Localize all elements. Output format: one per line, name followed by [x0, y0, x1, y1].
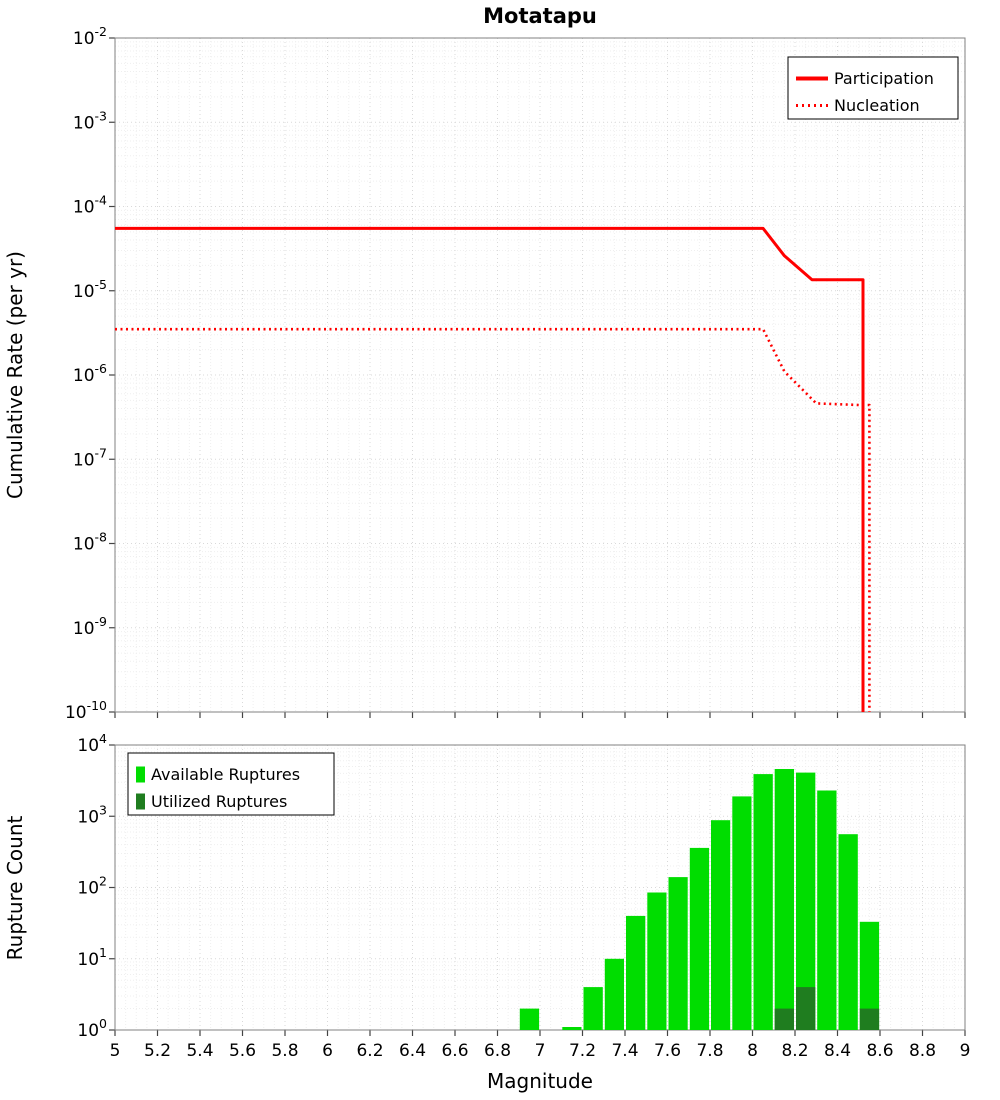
bar-available-ruptures	[711, 820, 731, 1030]
bar-available-ruptures	[817, 790, 837, 1030]
x-tick-label: 6.8	[484, 1041, 511, 1061]
bar-available-ruptures	[753, 774, 773, 1030]
y-tick-label: 10-10	[65, 698, 107, 723]
y-tick-label: 101	[77, 945, 107, 970]
plot-panels: 10-10 10-9 10-8 10-7 10-6 10-5 10-4 10-3 10-2 Par…	[65, 24, 970, 1061]
bar-available-ruptures	[604, 958, 624, 1030]
x-tick-label: 8.2	[781, 1041, 808, 1061]
x-tick-label: 5	[110, 1041, 121, 1061]
y-tick-label: 10-9	[73, 614, 107, 639]
line-nucleation	[115, 327, 871, 712]
x-tick-label: 7.6	[654, 1041, 681, 1061]
y-tick-label: 103	[77, 802, 107, 827]
bar-available-ruptures	[774, 769, 794, 1030]
x-tick-label: 8.6	[866, 1041, 893, 1061]
chart-title: Motatapu	[483, 4, 597, 28]
bar-available-ruptures	[562, 1027, 582, 1030]
x-tick-label: 5.6	[229, 1041, 256, 1061]
bar-available-ruptures	[668, 877, 688, 1030]
bar-available-ruptures	[626, 915, 646, 1030]
bar-available-ruptures	[519, 1008, 540, 1030]
bar-utilized-ruptures	[859, 1008, 880, 1030]
chart-panel-0: 10-10 10-9 10-8 10-7 10-6 10-5 10-4 10-3 10-2 Par…	[65, 24, 966, 723]
bar-available-ruptures	[859, 921, 880, 1030]
line-participation	[115, 226, 865, 712]
plot-border	[114, 37, 966, 713]
y-axis-label-cumulative-rate: Cumulative Rate (per yr)	[3, 251, 27, 499]
y-tick-label: 10-4	[73, 193, 107, 218]
legend-box	[787, 56, 959, 120]
legend-label-participation: Participation	[834, 69, 934, 88]
bar-available-ruptures	[732, 796, 752, 1030]
x-tick-label: 7.2	[569, 1041, 596, 1061]
y-tick-label: 104	[77, 731, 107, 756]
y-tick-label: 10-6	[73, 361, 107, 386]
y-tick-label: 10-3	[73, 108, 107, 133]
bar-available-ruptures	[647, 892, 667, 1030]
bar-available-ruptures	[583, 987, 603, 1030]
x-tick-label: 6.6	[441, 1041, 468, 1061]
x-tick-label: 5.2	[144, 1041, 171, 1061]
x-tick-label: 7	[535, 1041, 546, 1061]
bar-utilized-ruptures	[796, 987, 816, 1030]
y-tick-label: 102	[77, 874, 107, 899]
x-tick-label: 8	[747, 1041, 758, 1061]
legend-1: Available Ruptures Utilized Ruptures	[127, 752, 335, 816]
x-tick-label: 5.8	[271, 1041, 298, 1061]
plot-border	[114, 744, 966, 1031]
x-tick-label: 7.4	[611, 1041, 638, 1061]
x-tick-label: 7.8	[696, 1041, 723, 1061]
y-tick-label: 10-5	[73, 277, 107, 302]
x-tick-label: 8.8	[909, 1041, 936, 1061]
bar-utilized-ruptures	[774, 1008, 794, 1030]
legend-label-nucleation: Nucleation	[834, 96, 920, 115]
y-tick-label: 10-2	[73, 24, 107, 49]
legend-0: Participation Nucleation	[787, 56, 959, 120]
x-tick-label: 8.4	[824, 1041, 851, 1061]
series-group	[519, 769, 880, 1030]
bar-available-ruptures	[689, 847, 710, 1030]
legend-marker-available-ruptures	[136, 766, 145, 783]
legend-marker-utilized-ruptures	[136, 793, 145, 810]
y-tick-label: 10-8	[73, 530, 107, 555]
series-group	[115, 226, 871, 712]
x-tick-label: 6.2	[356, 1041, 383, 1061]
legend-label-available-ruptures: Available Ruptures	[151, 765, 300, 784]
y-tick-label: 10-7	[73, 445, 107, 470]
chart-panel-1: 5 5.2 5.4 5.6 5.8 6 6.2 6.4 6.6 6.8 7 7.2 7.4 7.6 7.8 8…	[77, 731, 970, 1061]
bar-available-ruptures	[796, 772, 816, 1030]
x-axis-label-magnitude: Magnitude	[487, 1069, 593, 1093]
legend-label-utilized-ruptures: Utilized Ruptures	[151, 792, 287, 811]
x-tick-label: 6.4	[399, 1041, 426, 1061]
bar-available-ruptures	[838, 834, 858, 1030]
x-tick-label: 5.4	[186, 1041, 213, 1061]
x-tick-label: 9	[960, 1041, 971, 1061]
y-tick-label: 100	[77, 1016, 107, 1041]
x-tick-label: 6	[322, 1041, 333, 1061]
y-axis-label-rupture-count: Rupture Count	[3, 815, 27, 960]
legend-box	[127, 752, 335, 816]
